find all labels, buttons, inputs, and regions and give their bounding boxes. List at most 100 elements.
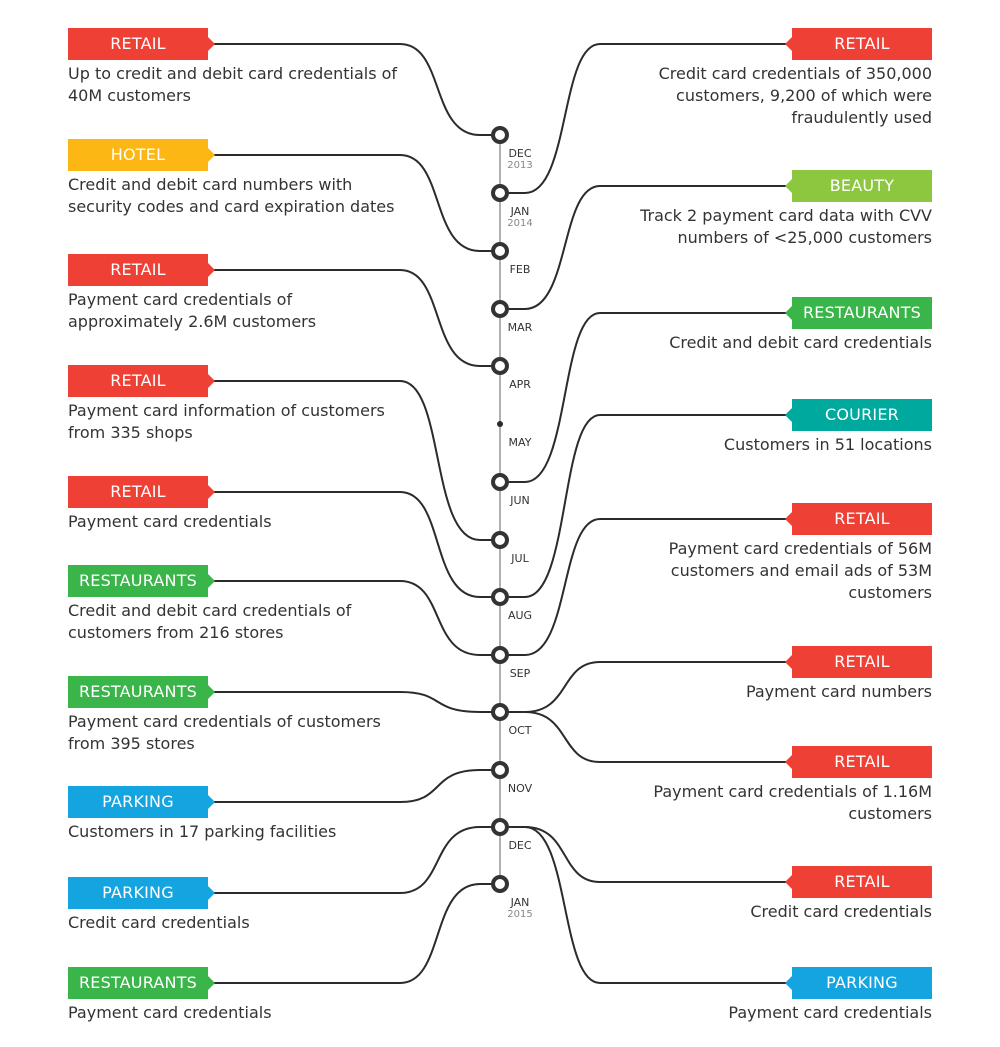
- connector-left: [212, 43, 500, 136]
- connector-right: [500, 518, 788, 656]
- description-line: fraudulently used: [791, 108, 932, 127]
- month-label: JAN 2015: [490, 897, 550, 921]
- month-text: JUN: [510, 494, 530, 507]
- connector-right: [500, 826, 788, 984]
- month-label: NOV: [490, 783, 550, 795]
- description-line: numbers of <25,000 customers: [677, 228, 932, 247]
- category-tag: RETAIL: [785, 866, 932, 898]
- timeline-node: [491, 184, 509, 202]
- connector-left: [212, 269, 500, 367]
- description-line: Credit and debit card credentials of: [68, 601, 352, 620]
- event-description: Payment card credentials of 1.16M custome…: [572, 781, 932, 825]
- month-label: SEP: [490, 668, 550, 680]
- description-line: Up to credit and debit card credentials …: [68, 64, 398, 83]
- timeline-node: [491, 126, 509, 144]
- event-description: Credit and debit card credentials: [572, 332, 932, 354]
- description-line: customers: [848, 804, 932, 823]
- event-description: Credit and debit card credentials of cust…: [68, 600, 428, 644]
- event-description: Customers in 51 locations: [572, 434, 932, 456]
- connector-right: [500, 711, 788, 763]
- timeline-node: [491, 242, 509, 260]
- description-line: Payment card credentials of 1.16M: [653, 782, 932, 801]
- year-text: 2013: [507, 160, 533, 171]
- year-text: 2015: [507, 909, 533, 920]
- timeline-node: [491, 357, 509, 375]
- description-line: customers and email ads of 53M: [670, 561, 932, 580]
- category-tag: RETAIL: [785, 28, 932, 60]
- category-tag: RETAIL: [785, 503, 932, 535]
- connector-left: [212, 491, 500, 598]
- description-line: customers: [848, 583, 932, 602]
- month-text: JAN: [510, 896, 530, 909]
- event-description: Credit card credentials: [572, 901, 932, 923]
- description-line: Credit card credentials: [68, 913, 250, 932]
- month-text: JAN: [510, 205, 530, 218]
- description-line: Credit and debit card credentials: [669, 333, 932, 352]
- connector-right: [500, 185, 788, 310]
- description-line: Payment card credentials: [68, 1003, 272, 1022]
- timeline-dot: [497, 421, 503, 427]
- timeline-node: [491, 818, 509, 836]
- month-text: DEC: [508, 147, 532, 160]
- event-description: Payment card credentials: [68, 1002, 428, 1024]
- category-tag: RETAIL: [68, 254, 215, 286]
- description-line: Track 2 payment card data with CVV: [640, 206, 932, 225]
- connector-right: [500, 312, 788, 483]
- month-label: APR: [490, 379, 550, 391]
- category-tag: COURIER: [785, 399, 932, 431]
- description-line: Payment card credentials of customers: [68, 712, 381, 731]
- event-description: Credit and debit card numbers with securi…: [68, 174, 428, 218]
- description-line: customers, 9,200 of which were: [676, 86, 932, 105]
- description-line: Payment card numbers: [745, 682, 932, 701]
- month-label: DEC 2013: [490, 148, 550, 172]
- event-description: Payment card credentials: [68, 511, 428, 533]
- connector-left: [212, 769, 500, 803]
- description-line: Payment card credentials: [728, 1003, 932, 1022]
- category-tag: RESTAURANTS: [68, 967, 215, 999]
- description-line: Payment card credentials of 56M: [668, 539, 932, 558]
- year-text: 2014: [507, 218, 533, 229]
- month-text: SEP: [509, 667, 531, 680]
- description-line: Credit card credentials of 350,000: [658, 64, 932, 83]
- month-text: APR: [509, 378, 531, 391]
- month-text: OCT: [508, 724, 532, 737]
- description-line: Credit and debit card numbers with: [68, 175, 353, 194]
- timeline-node: [491, 300, 509, 318]
- month-text: NOV: [507, 782, 533, 795]
- description-line: from 395 stores: [68, 734, 195, 753]
- event-description: Payment card numbers: [572, 681, 932, 703]
- category-tag: RESTAURANTS: [68, 676, 215, 708]
- month-text: MAR: [507, 321, 533, 334]
- description-line: Credit card credentials: [750, 902, 932, 921]
- event-description: Payment card credentials of approximately…: [68, 289, 428, 333]
- connector-left: [212, 154, 500, 252]
- connector-right: [500, 826, 788, 883]
- description-line: Payment card information of customers: [68, 401, 385, 420]
- connector-right: [500, 414, 788, 598]
- month-label: MAY: [490, 437, 550, 449]
- category-tag: PARKING: [785, 967, 932, 999]
- connector-left: [212, 580, 500, 656]
- category-tag: HOTEL: [68, 139, 215, 171]
- category-tag: RETAIL: [785, 746, 932, 778]
- month-label: FEB: [490, 264, 550, 276]
- description-line: customers from 216 stores: [68, 623, 284, 642]
- timeline-node: [491, 646, 509, 664]
- description-line: Payment card credentials: [68, 512, 272, 531]
- category-tag: RESTAURANTS: [785, 297, 932, 329]
- event-description: Credit card credentials of 350,000 custom…: [572, 63, 932, 129]
- category-tag: PARKING: [68, 786, 215, 818]
- description-line: from 335 shops: [68, 423, 193, 442]
- description-line: Customers in 17 parking facilities: [68, 822, 337, 841]
- description-line: 40M customers: [68, 86, 191, 105]
- event-description: Customers in 17 parking facilities: [68, 821, 428, 843]
- event-description: Payment card credentials of 56M customers…: [572, 538, 932, 604]
- timeline-node: [491, 588, 509, 606]
- month-label: OCT: [490, 725, 550, 737]
- timeline-node: [491, 703, 509, 721]
- month-text: AUG: [507, 609, 533, 622]
- timeline-node: [491, 531, 509, 549]
- timeline-node: [491, 875, 509, 893]
- event-description: Payment card credentials: [572, 1002, 932, 1024]
